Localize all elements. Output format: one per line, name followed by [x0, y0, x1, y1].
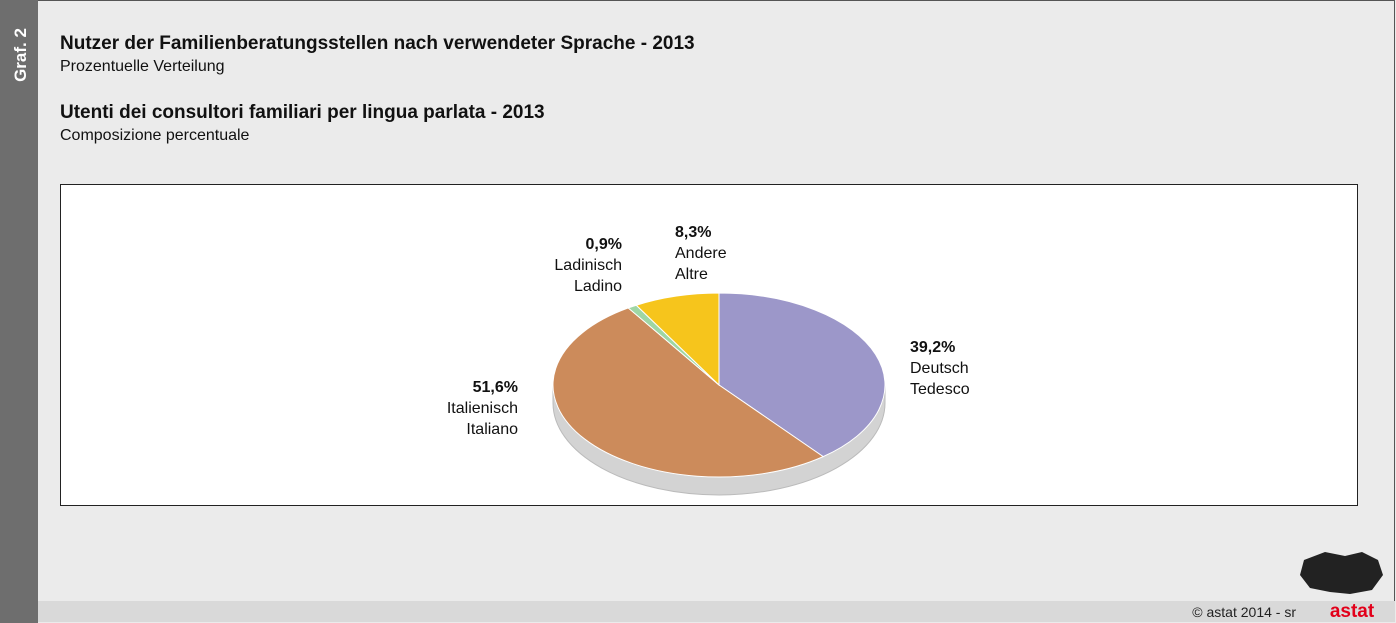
pie-slice: [552, 307, 825, 478]
source: © astat 2014 - sr: [1192, 604, 1296, 620]
side-strip: [0, 0, 38, 623]
category-label: Ladinisch: [554, 257, 622, 274]
chart-title-it: Utenti dei consultori familiari per ling…: [60, 102, 545, 123]
chart-title: Nutzer der Familienberatungsstellen nach…: [60, 33, 695, 54]
footer-bar: [38, 601, 1395, 622]
category-label-it: Altre: [675, 266, 708, 283]
value-label: 51,6%: [473, 379, 518, 396]
category-label-it: Ladino: [574, 278, 622, 295]
value-label: 0,9%: [586, 236, 622, 253]
category-label: Italienisch: [447, 400, 518, 417]
pie-slice: [635, 292, 720, 387]
value-label: 39,2%: [910, 339, 955, 356]
chart-subtitle: Prozentuelle Verteilung: [60, 58, 225, 75]
category-label-it: Italiano: [466, 421, 518, 438]
figure-label: Graf. 2: [11, 28, 30, 82]
category-label-it: Tedesco: [910, 381, 970, 398]
logo-shape: [1300, 552, 1383, 594]
chart-subtitle-it: Composizione percentuale: [60, 127, 250, 144]
category-label: Deutsch: [910, 360, 969, 377]
pie-slice: [718, 292, 886, 458]
category-label: Andere: [675, 245, 727, 262]
value-label: 8,3%: [675, 224, 711, 241]
logo: astat: [1330, 601, 1375, 622]
